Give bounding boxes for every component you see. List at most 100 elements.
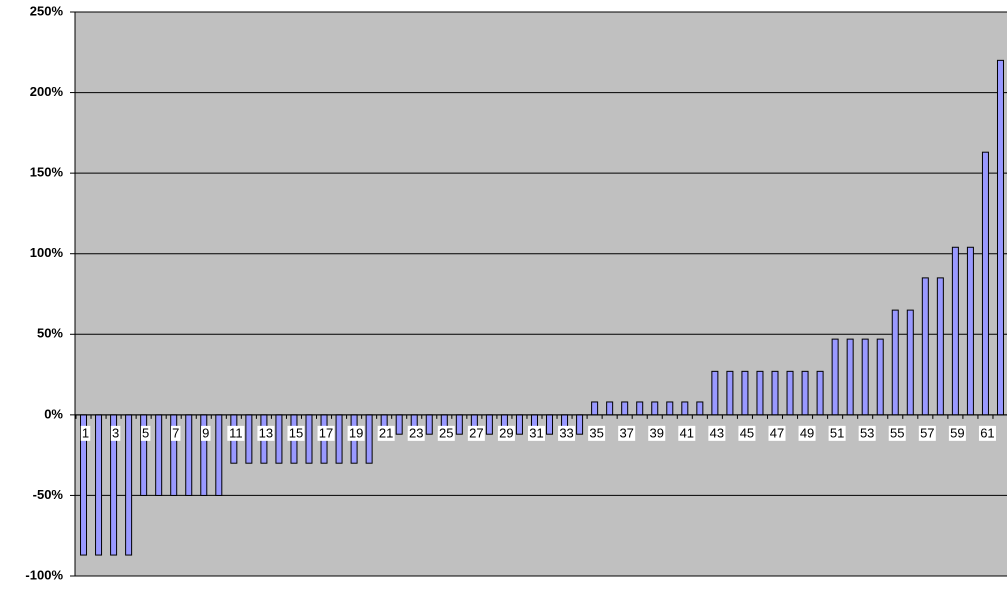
bar (981, 151, 989, 416)
y-tick-label: 200% (30, 84, 64, 99)
bar (816, 370, 824, 416)
bar (591, 401, 599, 416)
x-label-bg (110, 425, 121, 441)
bar (515, 414, 523, 435)
x-label-bg (678, 425, 696, 441)
x-label-bg (170, 425, 181, 441)
x-label-bg (948, 425, 966, 441)
x-label-bg (858, 425, 876, 441)
bar (696, 401, 704, 416)
x-label-bg (918, 425, 936, 441)
x-label-bg (257, 425, 275, 441)
x-tick-label: 57 (920, 425, 934, 440)
y-tick-label: -50% (33, 487, 64, 502)
x-label-bg (588, 425, 606, 441)
bar (726, 370, 734, 416)
x-label-bg (287, 425, 305, 441)
bar (485, 414, 493, 435)
x-tick-label: 17 (319, 425, 333, 440)
x-label-bg (527, 425, 545, 441)
plot-area (75, 12, 1007, 576)
x-tick-label: 27 (469, 425, 483, 440)
x-label-bg (377, 425, 395, 441)
bar (245, 414, 253, 464)
bar (125, 414, 133, 556)
x-label-bg (407, 425, 425, 441)
bar (921, 277, 929, 416)
bar (666, 401, 674, 416)
bar (876, 338, 884, 416)
bar (801, 370, 809, 416)
bar (621, 401, 629, 416)
bar (275, 414, 283, 464)
y-tick-label: -100% (25, 567, 63, 582)
bar (786, 370, 794, 416)
x-tick-label: 15 (289, 425, 303, 440)
bar (936, 277, 944, 416)
y-tick-label: 100% (30, 245, 64, 260)
x-label-bg (648, 425, 666, 441)
bar (966, 246, 974, 416)
bar (906, 309, 914, 416)
y-tick-label: 250% (30, 3, 64, 18)
bar (651, 401, 659, 416)
bar (831, 338, 839, 416)
x-tick-label: 3 (112, 425, 119, 440)
bar (155, 414, 163, 496)
x-label-bg (768, 425, 786, 441)
x-tick-label: 7 (172, 425, 179, 440)
x-tick-label: 41 (680, 425, 694, 440)
bar (395, 414, 403, 435)
bar (576, 414, 584, 435)
x-label-bg (798, 425, 816, 441)
bar (215, 414, 223, 496)
x-tick-label: 47 (770, 425, 784, 440)
y-tick-label: 0% (44, 406, 63, 421)
bar (305, 414, 313, 464)
bar (891, 309, 899, 416)
bar (455, 414, 463, 435)
bar (846, 338, 854, 416)
x-tick-label: 25 (439, 425, 453, 440)
bar (756, 370, 764, 416)
x-tick-label: 53 (860, 425, 874, 440)
bar (636, 401, 644, 416)
x-label-bg (201, 425, 211, 441)
x-tick-label: 11 (229, 425, 243, 440)
x-label-bg (888, 425, 906, 441)
bar (425, 414, 433, 435)
x-tick-label: 37 (619, 425, 633, 440)
x-label-bg (317, 425, 335, 441)
x-label-bg (437, 425, 455, 441)
x-label-bg (738, 425, 756, 441)
x-label-bg (708, 425, 726, 441)
x-tick-label: 19 (349, 425, 363, 440)
bar (95, 414, 103, 556)
x-label-bg (347, 425, 365, 441)
x-tick-label: 35 (589, 425, 603, 440)
bar (771, 370, 779, 416)
x-tick-label: 49 (800, 425, 814, 440)
x-tick-label: 5 (142, 425, 149, 440)
x-tick-label: 21 (379, 425, 393, 440)
bar (996, 59, 1004, 416)
x-tick-label: 45 (740, 425, 754, 440)
x-tick-label: 59 (950, 425, 964, 440)
x-tick-label: 29 (499, 425, 513, 440)
x-label-bg (140, 425, 151, 441)
x-tick-label: 33 (559, 425, 573, 440)
x-tick-label: 61 (980, 425, 994, 440)
bar (861, 338, 869, 416)
x-label-bg (978, 425, 996, 441)
x-tick-label: 51 (830, 425, 844, 440)
bar (335, 414, 343, 464)
bar (741, 370, 749, 416)
x-tick-label: 55 (890, 425, 904, 440)
x-tick-label: 23 (409, 425, 423, 440)
x-tick-label: 13 (259, 425, 273, 440)
bar (681, 401, 689, 416)
x-tick-label: 31 (529, 425, 543, 440)
x-label-bg (80, 425, 91, 441)
bar (185, 414, 193, 496)
